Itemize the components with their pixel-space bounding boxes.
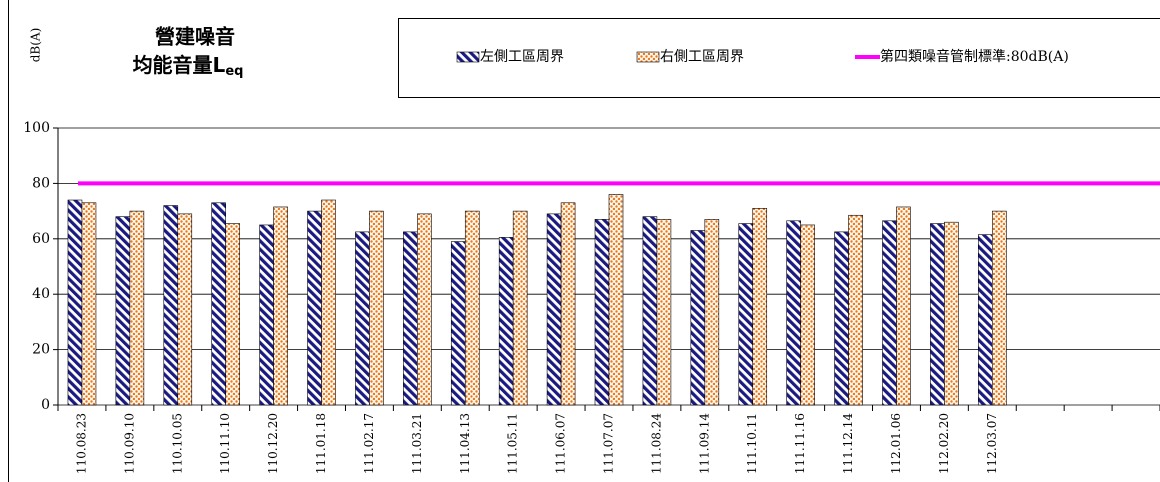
legend-label: 右側工區周界 [660,49,744,65]
bar [560,202,576,406]
legend-box [398,18,1160,98]
y-tick-label: 60 [32,231,50,247]
bar [498,237,514,406]
bar [608,194,624,406]
x-tick-label: 111.12.14 [841,413,855,474]
x-tick-label: 111.10.11 [745,413,759,474]
bar [882,220,897,406]
bar [225,223,240,406]
bar [992,210,1007,406]
bar [944,221,959,406]
y-tick-label: 40 [32,286,50,302]
x-tick-label: 111.03.21 [410,413,424,474]
x-tick-label: 111.07.07 [602,413,616,474]
bar [369,210,384,406]
bar [704,219,720,406]
bar [321,199,336,406]
legend-label: 左側工區周界 [480,49,564,65]
bar [512,210,528,406]
x-tick-label: 111.01.18 [314,413,328,474]
bar [355,231,370,406]
bar [417,213,432,406]
x-tick-label: 112.02.20 [937,413,951,474]
bar [464,210,480,406]
y-tick-label: 0 [41,397,50,413]
y-tick-label: 100 [23,120,50,136]
chart-title: 營建噪音 [155,25,235,49]
bar [403,231,418,406]
legend-label: 第四類噪音管制標準:80dB(A) [880,48,1069,65]
y-tick-label: 80 [32,175,50,191]
y-tick-label: 20 [32,342,50,358]
bar [752,208,768,406]
bar [273,206,288,406]
y-axis-label: dB(A) [29,28,43,63]
bar [738,223,754,406]
x-tick-label: 110.11.10 [218,413,232,474]
chart-title: 均能音量Leq [133,53,244,79]
bar [546,213,562,406]
bar [307,210,322,406]
chart-title: 均能音量L [133,53,226,77]
bar [163,205,179,406]
x-tick-label: 111.06.07 [554,413,568,474]
x-tick-label: 112.03.07 [985,413,999,474]
bar [656,219,672,406]
x-tick-label: 111.05.11 [506,413,520,474]
x-tick-label: 111.08.24 [649,413,663,474]
x-tick-label: 110.08.23 [74,413,88,474]
x-tick-label: 110.09.10 [122,413,136,474]
legend-swatch [456,51,480,63]
bar [67,199,83,406]
x-tick-label: 110.10.05 [170,413,184,474]
bar [930,223,945,406]
bar [690,230,706,406]
x-tick-label: 111.11.16 [793,413,807,474]
bar [800,224,815,406]
bar [786,220,801,406]
x-tick-label: 111.02.17 [362,413,376,474]
bar [115,216,131,406]
bar [834,231,849,406]
bar [642,216,658,406]
bar [450,241,466,406]
bar [129,210,145,406]
bar [978,234,993,406]
bar [211,202,226,406]
bar [848,214,863,406]
bar [594,219,610,406]
bar [896,206,911,406]
bar [177,213,193,406]
x-tick-label: 111.09.14 [697,413,711,474]
x-tick-label: 110.12.20 [266,413,280,474]
legend-swatch [636,51,660,63]
x-tick-label: 112.01.06 [889,413,903,474]
bar [81,202,97,406]
x-tick-label: 111.04.13 [458,413,472,474]
chart-title-subscript: eq [225,64,243,79]
bar [259,224,274,406]
